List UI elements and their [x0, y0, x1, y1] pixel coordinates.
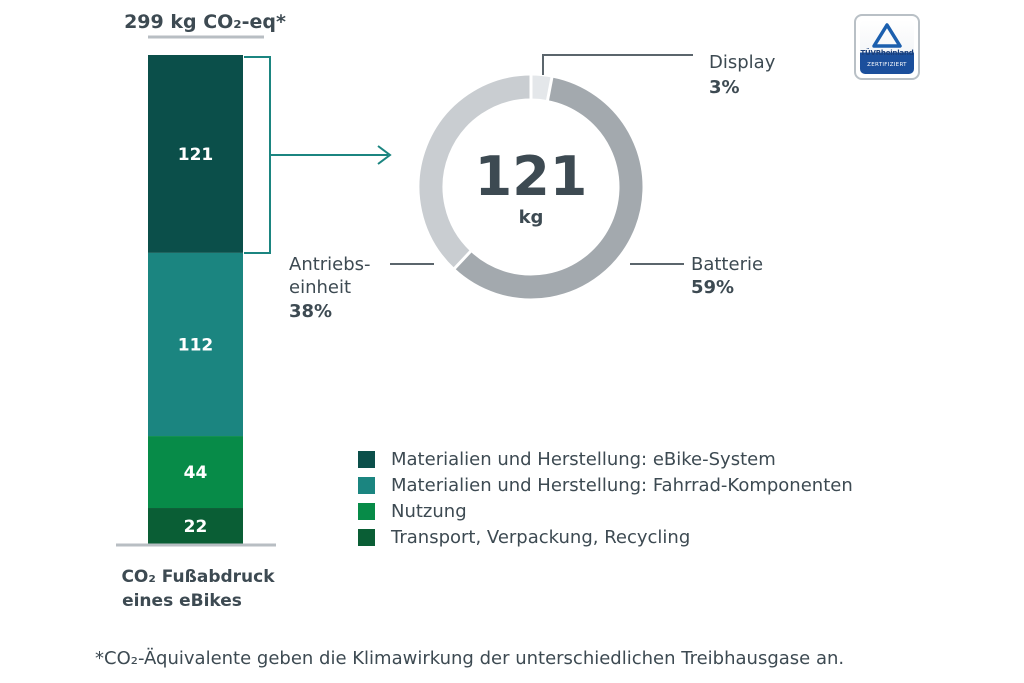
slice-name-batterie: Batterie [691, 254, 763, 275]
bar-segment [148, 55, 243, 253]
legend-swatch [358, 502, 375, 520]
tuv-triangle-logo-icon [872, 23, 902, 48]
slice-label-display: 3% [709, 77, 740, 98]
slice-label-antrieb: 38% [289, 301, 332, 322]
slice-name-antrieb-line1: Antriebs- [289, 254, 371, 275]
bar-value-label: 121 [178, 145, 214, 165]
donut-slice-separator [545, 76, 554, 102]
donut-slice [454, 77, 643, 299]
bar-chart-title: 299 kg CO₂-eq* [124, 11, 286, 33]
bar-value-label: 44 [184, 463, 208, 483]
donut-center-value: 121 [475, 145, 588, 208]
donut-slice [419, 75, 532, 269]
badge-brand: TÜVRheinland [860, 49, 914, 57]
legend-label: Transport, Verpackung, Recycling [391, 526, 691, 548]
legend-item: Materialien und Herstellung: eBike-Syste… [358, 446, 853, 472]
bar-xlabel-line2: eines eBikes [122, 591, 242, 611]
legend-item: Transport, Verpackung, Recycling [358, 524, 853, 550]
connector-arrow [270, 145, 392, 165]
leader-line-display [542, 54, 693, 75]
slice-label-batterie: 59% [691, 277, 734, 298]
tuv-certification-badge: TÜVRheinland ZERTIFIZIERT [854, 14, 920, 80]
legend-label: Nutzung [391, 500, 467, 522]
bar-value-label: 112 [178, 335, 214, 355]
footnote: *CO₂-Äquivalente geben die Klimawirkung … [95, 648, 845, 669]
bar-segment [148, 252, 243, 437]
bar-value-label: 22 [184, 517, 208, 537]
legend-swatch [358, 528, 375, 546]
legend-item: Nutzung [358, 498, 853, 524]
slice-name-antrieb-line2: einheit [289, 277, 351, 298]
legend-swatch [358, 450, 375, 468]
stacked-bar: 121 112 44 22 [148, 55, 243, 544]
legend-label: Materialien und Herstellung: Fahrrad-Kom… [391, 474, 853, 496]
donut-slice [530, 75, 552, 101]
legend-label: Materialien und Herstellung: eBike-Syste… [391, 448, 776, 470]
bar-segment [148, 436, 243, 509]
bar-segment [148, 508, 243, 544]
chart-legend: Materialien und Herstellung: eBike-Syste… [358, 446, 853, 550]
badge-certified: ZERTIFIZIERT [867, 62, 907, 68]
donut-slice-separator [452, 249, 473, 271]
bar-xlabel-line1: CO₂ Fußabdruck [121, 567, 275, 587]
donut-chart [419, 74, 643, 299]
legend-item: Materialien und Herstellung: Fahrrad-Kom… [358, 472, 853, 498]
donut-center-unit: kg [519, 207, 544, 228]
legend-swatch [358, 476, 375, 494]
slice-name-display: Display [709, 52, 776, 73]
segment-bracket [244, 56, 271, 254]
